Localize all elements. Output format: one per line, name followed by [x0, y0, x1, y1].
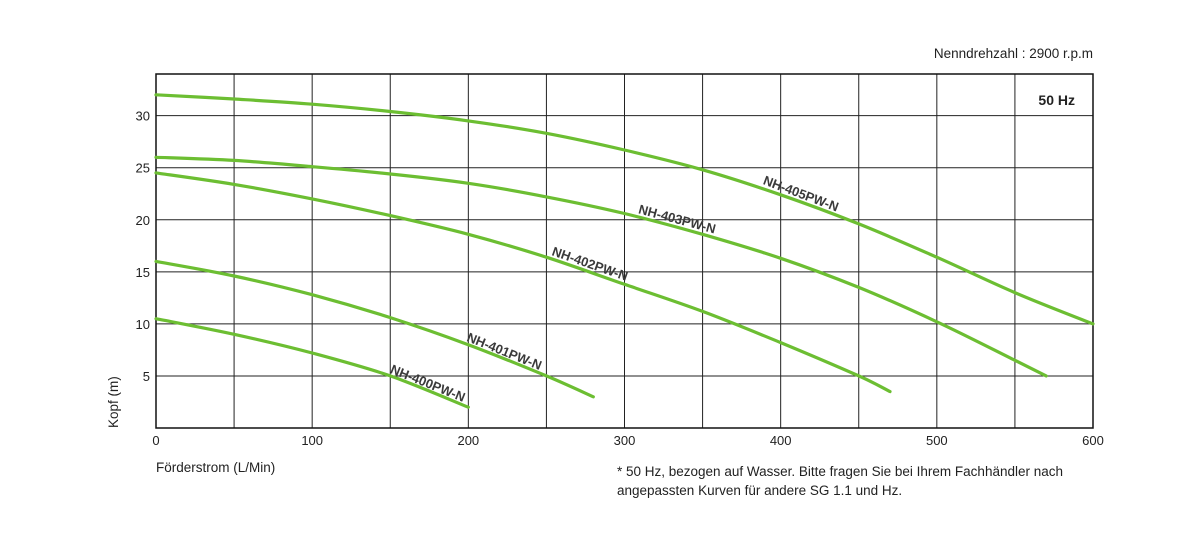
x-tick-label: 100 — [301, 433, 323, 448]
series-line-nh-405pw-n — [154, 93, 1095, 326]
footnote-line-2: angepassten Kurven für andere SG 1.1 und… — [617, 483, 903, 498]
series-label-nh-401pw-n: NH-401PW-N — [465, 330, 544, 373]
curves-group — [154, 93, 1095, 409]
series-line-nh-402pw-n — [154, 171, 892, 394]
x-tick-label: 0 — [152, 433, 159, 448]
series-label-nh-400pw-n: NH-400PW-N — [388, 361, 467, 404]
y-tick-labels: 5 10 15 20 25 30 — [136, 109, 150, 384]
footnote: * 50 Hz, bezogen auf Wasser. Bitte frage… — [617, 462, 1063, 500]
speed-note: Nenndrehzahl : 2900 r.p.m — [934, 46, 1093, 61]
y-tick-label: 30 — [136, 109, 150, 124]
x-tick-label: 400 — [770, 433, 792, 448]
x-tick-label: 300 — [614, 433, 636, 448]
series-line-nh-401pw-n — [154, 259, 595, 399]
y-tick-label: 25 — [136, 161, 150, 176]
y-axis-label: Kopf (m) — [106, 376, 121, 428]
x-tick-label: 500 — [926, 433, 948, 448]
plot-frame — [155, 73, 1094, 429]
x-tick-label: 600 — [1082, 433, 1104, 448]
y-tick-label: 15 — [136, 265, 150, 280]
chart-grid — [156, 74, 1093, 428]
y-tick-label: 5 — [143, 369, 150, 384]
x-axis-label: Förderstrom (L/Min) — [156, 460, 275, 475]
frequency-badge: 50 Hz — [1038, 92, 1075, 108]
y-tick-label: 10 — [136, 317, 150, 332]
series-line-nh-400pw-n — [154, 317, 470, 409]
footnote-line-1: * 50 Hz, bezogen auf Wasser. Bitte frage… — [617, 464, 1064, 479]
y-tick-label: 20 — [136, 213, 150, 228]
series-labels-group: NH-400PW-NNH-401PW-NNH-402PW-NNH-403PW-N… — [388, 173, 840, 405]
x-tick-labels: 0 100 200 300 400 500 600 — [152, 433, 1103, 448]
x-tick-label: 200 — [457, 433, 479, 448]
series-label-nh-403pw-n: NH-403PW-N — [637, 202, 717, 237]
series-line-nh-403pw-n — [154, 155, 1048, 378]
